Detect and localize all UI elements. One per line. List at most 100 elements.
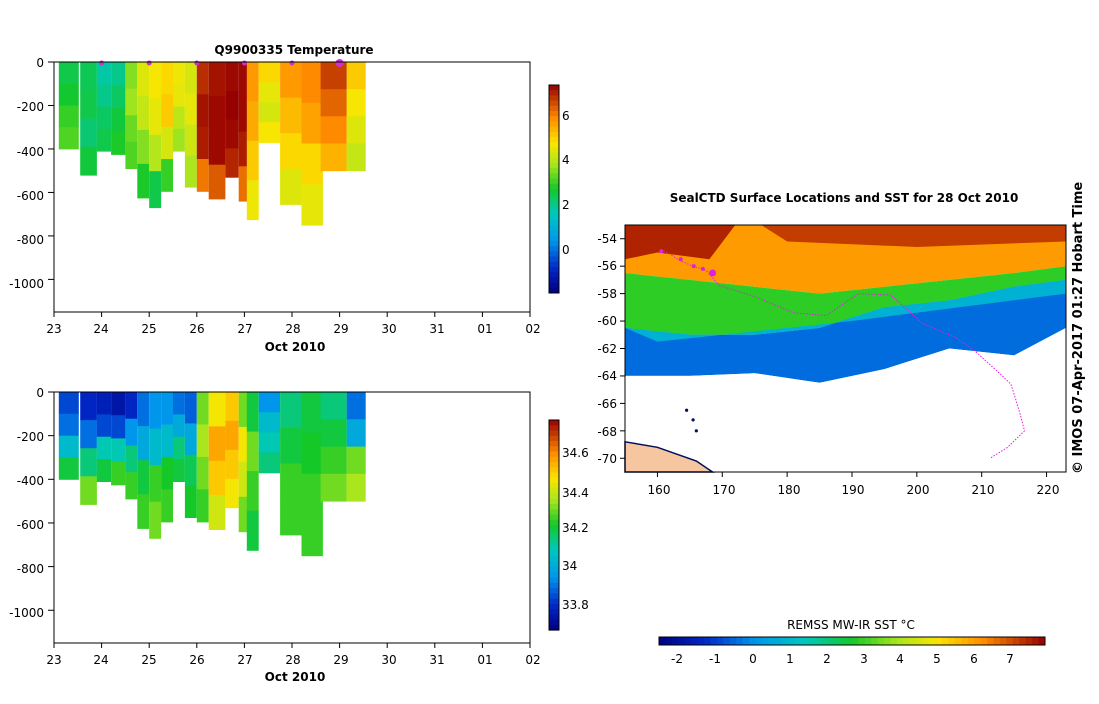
profile-cell: [161, 62, 173, 95]
profile-cell: [258, 122, 281, 143]
profile-cell: [301, 62, 323, 104]
temperature-colorbar-swatch: [549, 126, 559, 133]
profile-cell: [80, 448, 97, 477]
temperature-title: Q9900335 Temperature: [214, 43, 373, 57]
profile-cell: [258, 82, 281, 103]
sst-colorbar-swatch: [1012, 637, 1020, 645]
profile-cell: [184, 155, 197, 188]
lat-tick: -70: [597, 452, 617, 466]
profile-cell: [346, 473, 366, 502]
colorbar-tick: 1: [786, 652, 794, 666]
profile-cell: [161, 424, 173, 458]
profile-cell: [225, 90, 239, 121]
profile-cell: [96, 128, 112, 152]
temperature-colorbar-swatch: [549, 204, 559, 211]
y-tick: 0: [36, 56, 44, 70]
salinity-colorbar-swatch: [549, 509, 559, 516]
salinity-colorbar-swatch: [549, 430, 559, 437]
sst-colorbar-swatch: [845, 637, 853, 645]
profile-cell: [238, 166, 249, 202]
profile-cell: [280, 463, 302, 500]
profile-cell: [280, 133, 302, 170]
profile-cell: [80, 392, 97, 421]
sst-colorbar-swatch: [749, 637, 756, 645]
x-tick: 31: [429, 653, 444, 667]
lat-tick: -54: [597, 232, 617, 246]
surface-marker: [99, 60, 105, 66]
profile-cell: [111, 62, 126, 86]
sst-hot-band: [761, 225, 1066, 247]
profile-cell: [125, 141, 138, 169]
temperature-colorbar-swatch: [549, 209, 559, 216]
profile-cell: [125, 392, 138, 420]
profile-cell: [58, 413, 79, 437]
profile-cell: [320, 446, 347, 475]
sst-colorbar-swatch: [871, 637, 879, 645]
x-tick: 26: [189, 653, 204, 667]
profile-cell: [238, 96, 249, 133]
sst-colorbar-swatch: [897, 637, 904, 645]
salinity-colorbar-swatch: [549, 593, 559, 600]
profile-cell: [301, 392, 323, 434]
map-title: SealCTD Surface Locations and SST for 28…: [670, 191, 1019, 205]
profile-cell: [258, 102, 281, 123]
profile-cell: [208, 426, 226, 462]
salinity-panel: 23 24 25 26 27 28 29 30 31 01 02 Oct 201…: [9, 386, 589, 684]
sst-colorbar-swatch: [922, 637, 930, 645]
x-tick: 27: [237, 322, 252, 336]
temperature-x-label: Oct 2010: [265, 340, 326, 354]
profile-cell: [137, 426, 150, 461]
profile-cell: [96, 106, 112, 130]
sst-map-panel: SealCTD Surface Locations and SST for 28…: [597, 182, 1086, 666]
profile-cell: [173, 84, 185, 108]
salinity-profiles: [48, 391, 531, 648]
profile-cell: [301, 143, 323, 185]
sst-colorbar-swatch: [909, 637, 917, 645]
profile-cell: [125, 418, 138, 446]
sst-cool-band: [625, 279, 1066, 342]
profile-cell: [173, 106, 185, 130]
sst-colorbar-swatch: [659, 637, 666, 645]
sst-colorbar-swatch: [993, 637, 1001, 645]
salinity-colorbar-swatch: [549, 540, 559, 547]
profile-cell: [58, 127, 79, 150]
x-tick: 25: [141, 322, 156, 336]
profile-cell: [346, 62, 366, 90]
salinity-colorbar-swatch: [549, 598, 559, 605]
temperature-colorbar-swatch: [549, 147, 559, 154]
salinity-colorbar-swatch: [549, 446, 559, 453]
sst-colorbar-swatch: [839, 637, 846, 645]
temperature-colorbar-swatch: [549, 220, 559, 226]
colorbar-tick: 0: [749, 652, 757, 666]
sst-colorbar-label: REMSS MW-IR SST °C: [787, 618, 915, 632]
sst-colorbar-swatch: [954, 637, 962, 645]
temperature-colorbar-swatch: [549, 225, 559, 232]
profile-cell: [173, 414, 185, 438]
sst-hot-band: [625, 225, 736, 260]
temperature-plot-frame: [53, 61, 531, 313]
profile-cell: [125, 62, 138, 90]
temperature-colorbar-swatch: [549, 189, 559, 195]
x-tick: 28: [285, 653, 300, 667]
profile-cell: [173, 436, 185, 460]
colorbar-tick: 34.4: [562, 486, 589, 500]
profile-cell: [58, 457, 79, 480]
colorbar-tick: 34.6: [562, 446, 589, 460]
profile-cell: [280, 97, 302, 134]
x-tick: 23: [46, 322, 61, 336]
profile-cell: [184, 93, 197, 126]
profile-cell: [58, 105, 79, 128]
lon-tick: 190: [842, 483, 865, 497]
temperature-colorbar-swatch: [549, 272, 559, 278]
x-tick: 24: [93, 653, 108, 667]
sst-colorbar-swatch: [1006, 637, 1014, 645]
profile-cell: [80, 146, 97, 176]
profile-cell: [238, 131, 249, 167]
sst-colorbar-swatch: [852, 637, 859, 645]
profile-cell: [208, 392, 226, 427]
profile-cell: [225, 478, 239, 509]
sst-colorbar-swatch: [935, 637, 943, 645]
temperature-x-ticks: 23 24 25 26 27 28 29 30 31 01 02: [46, 322, 540, 336]
profile-cell: [80, 62, 97, 91]
